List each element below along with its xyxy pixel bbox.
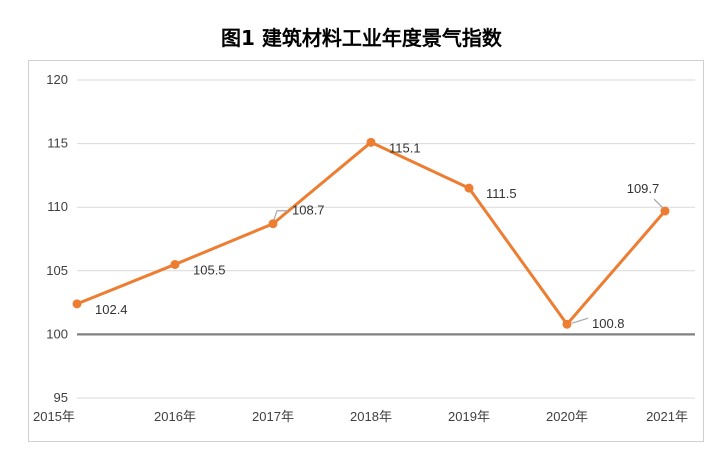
data-point [660, 206, 670, 216]
data-point [562, 319, 572, 329]
data-point [268, 219, 278, 229]
x-tick-label: 2018年 [350, 409, 392, 424]
y-tick-label: 105 [46, 263, 68, 278]
leader-line [571, 317, 589, 324]
data-label: 109.7 [627, 181, 660, 196]
x-tick-label: 2019年 [448, 409, 490, 424]
x-tick-label: 2017年 [252, 409, 294, 424]
data-label: 111.5 [486, 186, 517, 201]
y-tick-label: 95 [54, 390, 68, 405]
series-line [75, 140, 667, 326]
y-tick-label: 110 [47, 199, 68, 214]
data-point [170, 259, 180, 269]
y-tick-label: 115 [47, 136, 68, 151]
chart-title: 图1 建筑材料工业年度景气指数 [221, 26, 502, 50]
x-tick-label: 2016年 [154, 409, 196, 424]
chart-frame [28, 60, 704, 442]
y-tick-label: 100 [46, 326, 68, 341]
data-label: 102.4 [95, 302, 128, 317]
leader-line [653, 198, 664, 209]
x-tick-label: 2015年 [33, 409, 75, 424]
x-tick-label: 2020年 [546, 409, 588, 424]
data-label: 108.7 [292, 203, 325, 218]
leader-line [273, 210, 288, 220]
y-tick-label: 120 [46, 72, 68, 87]
data-point [366, 137, 376, 147]
data-label: 115.1 [389, 140, 421, 155]
data-label: 100.8 [592, 316, 625, 331]
data-point [464, 183, 474, 193]
data-label: 105.5 [193, 262, 226, 277]
x-tick-label: 2021年 [646, 409, 688, 424]
data-point [72, 299, 82, 309]
